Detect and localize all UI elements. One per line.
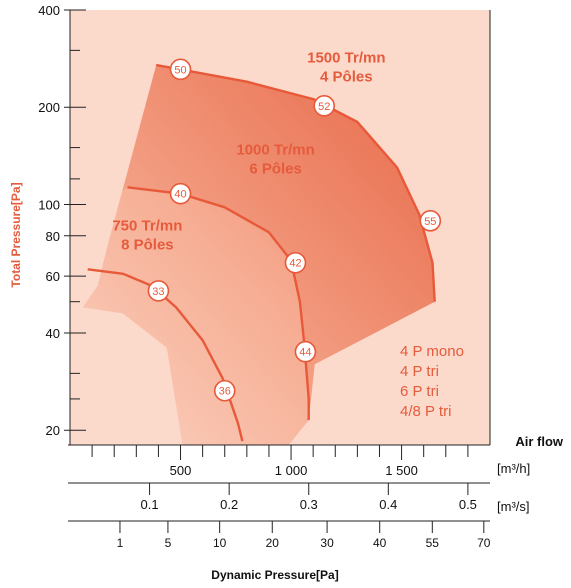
flow-m3s-tick-label: 0.5 bbox=[459, 497, 477, 512]
dynamic-pressure-axis: 1 5 10 20 30 40 55 70 bbox=[117, 521, 491, 550]
dynamic-pressure-tick-label: 55 bbox=[426, 536, 440, 550]
flow-m3h-unit: [m³/h] bbox=[497, 461, 530, 476]
y-tick-label: 20 bbox=[46, 423, 60, 438]
efficiency-marker: 33 bbox=[148, 281, 168, 301]
dynamic-pressure-tick-label: 40 bbox=[373, 536, 387, 550]
marker-label: 50 bbox=[174, 64, 186, 76]
series-label-line: 1500 Tr/mn bbox=[307, 50, 385, 67]
marker-label: 33 bbox=[152, 286, 164, 298]
dynamic-pressure-tick-label: 30 bbox=[320, 536, 334, 550]
y-tick-label: 80 bbox=[46, 229, 60, 244]
y-tick-label: 60 bbox=[46, 269, 60, 284]
model-item: 4 P tri bbox=[400, 363, 439, 380]
efficiency-marker: 50 bbox=[171, 59, 191, 79]
dynamic-pressure-tick-label: 70 bbox=[477, 536, 491, 550]
marker-label: 36 bbox=[219, 386, 231, 398]
marker-label: 42 bbox=[289, 258, 301, 270]
marker-label: 40 bbox=[174, 189, 186, 201]
flow-m3s-tick-label: 0.1 bbox=[141, 497, 159, 512]
flow-m3h-tick-label: 1 000 bbox=[275, 463, 308, 478]
series-label-line: 750 Tr/mn bbox=[112, 218, 182, 235]
marker-label: 52 bbox=[318, 101, 330, 113]
efficiency-marker: 42 bbox=[285, 253, 305, 273]
flow-m3s-tick-label: 0.3 bbox=[300, 497, 318, 512]
dynamic-pressure-tick-label: 1 bbox=[117, 536, 124, 550]
efficiency-marker: 40 bbox=[171, 184, 191, 204]
marker-label: 55 bbox=[424, 216, 436, 228]
model-item: 6 P tri bbox=[400, 383, 439, 400]
flow-m3h-axis: 500 1 000 1 500 bbox=[92, 445, 468, 478]
flow-m3h-tick-label: 1 500 bbox=[385, 463, 418, 478]
y-tick-label: 400 bbox=[38, 3, 60, 18]
y-tick-label: 40 bbox=[46, 326, 60, 341]
flow-m3s-tick-label: 0.4 bbox=[379, 497, 397, 512]
marker-label: 44 bbox=[299, 347, 311, 359]
dynamic-pressure-tick-label: 5 bbox=[165, 536, 172, 550]
efficiency-marker: 55 bbox=[420, 211, 440, 231]
y-tick-label: 100 bbox=[38, 197, 60, 212]
dynamic-pressure-tick-label: 10 bbox=[213, 536, 227, 550]
dynamic-pressure-tick-label: 20 bbox=[266, 536, 280, 550]
model-item: 4 P mono bbox=[400, 343, 464, 360]
y-tick-label: 200 bbox=[38, 100, 60, 115]
flow-m3s-tick-label: 0.2 bbox=[220, 497, 238, 512]
series-label-line: 4 Pôles bbox=[320, 69, 373, 86]
flow-m3s-axis: 0.1 0.2 0.3 0.4 0.5 bbox=[141, 483, 477, 512]
efficiency-marker: 36 bbox=[215, 381, 235, 401]
y-axis-title: Total Pressure[Pa] bbox=[9, 182, 23, 287]
flow-m3h-tick-label: 500 bbox=[170, 463, 192, 478]
efficiency-marker: 44 bbox=[295, 342, 315, 362]
x-axis-title: Dynamic Pressure[Pa] bbox=[211, 568, 338, 582]
series-label-line: 6 Pôles bbox=[249, 160, 302, 177]
model-item: 4/8 P tri bbox=[400, 403, 451, 420]
series-label-line: 1000 Tr/mn bbox=[236, 141, 314, 158]
air-flow-label: Air flow bbox=[515, 434, 564, 449]
efficiency-marker: 52 bbox=[314, 96, 334, 116]
flow-m3s-unit: [m³/s] bbox=[497, 499, 530, 514]
series-label-line: 8 Pôles bbox=[121, 237, 174, 254]
